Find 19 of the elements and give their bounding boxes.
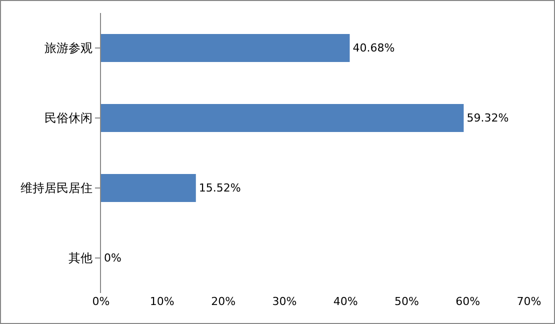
bar: [101, 34, 350, 62]
data-label: 40.68%: [352, 42, 395, 54]
bar: [101, 104, 464, 132]
data-label: 15.52%: [198, 182, 241, 194]
x-tick-label: 20%: [211, 295, 236, 308]
data-label: 0%: [104, 252, 122, 264]
x-tick-label: 0%: [92, 295, 110, 308]
y-tick-label: 民俗休闲: [44, 111, 93, 126]
x-tick-label: 30%: [272, 295, 297, 308]
x-tick-label: 50%: [394, 295, 419, 308]
x-tick-label: 60%: [456, 295, 480, 308]
x-tick-label: 70%: [516, 295, 542, 308]
y-tick-label: 维持居民居住: [20, 181, 93, 196]
data-label: 59.32%: [466, 112, 509, 124]
y-tick-label: 旅游参观: [44, 41, 93, 56]
x-tick-label: 40%: [333, 295, 358, 308]
y-tick-label: 其他: [68, 251, 93, 266]
bar: [101, 174, 196, 202]
x-tick-label: 10%: [150, 295, 174, 308]
